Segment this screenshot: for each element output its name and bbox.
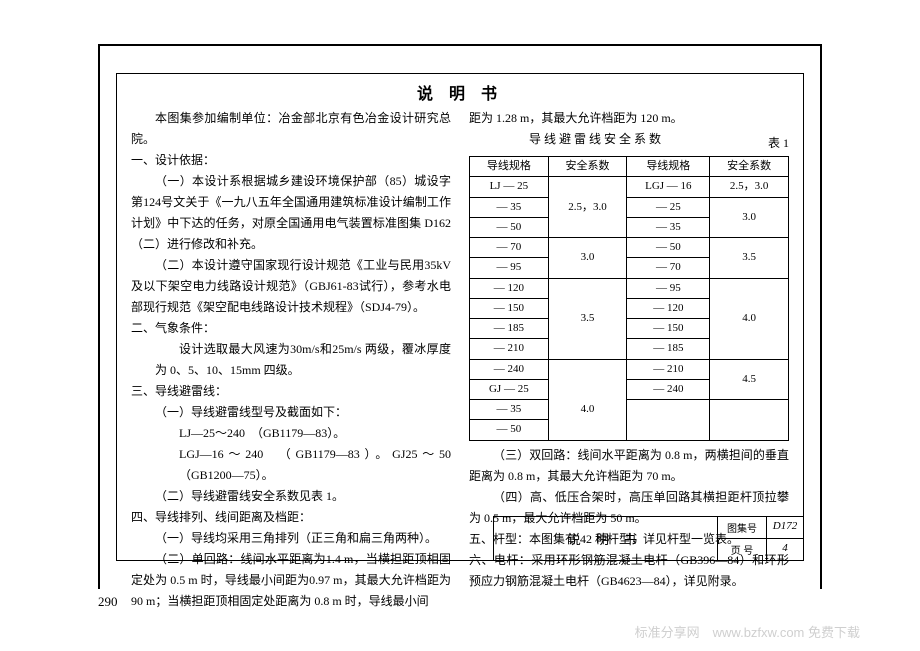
- sec2-item1: 设计选取最大风速为30m/s和25m/s 两级，覆冰厚度为 0、5、10、15m…: [131, 339, 451, 381]
- left-column: 本图集参加编制单位：冶金部北京有色冶金设计研究总院。 一、设计依据： （一）本设…: [131, 108, 451, 612]
- footer-k1: 图集号: [718, 517, 767, 538]
- sec4-item1: （一）导线均采用三角排列（正三角和扁三角两种）。: [131, 528, 451, 549]
- inner-frame: 说 明 书 本图集参加编制单位：冶金部北京有色冶金设计研究总院。 一、设计依据：…: [116, 73, 804, 561]
- sec3-item1a: LJ—25～240 （GB1179—83）。: [131, 423, 451, 444]
- sec4-heading: 四、导线排列、线间距离及档距：: [131, 507, 451, 528]
- sec3-heading: 三、导线避雷线：: [131, 381, 451, 402]
- th2: 安全系数: [548, 157, 627, 177]
- footer-k2: 页 号: [718, 539, 767, 560]
- footer-v2: 4: [767, 539, 803, 560]
- doc-title: 说 明 书: [117, 74, 803, 104]
- sec3-item1: （一）导线避雷线型号及截面如下：: [131, 402, 451, 423]
- sec4-cont: 距为 1.28 m，其最大允许档距为 120 m。: [469, 108, 789, 129]
- footer-title: 说 明 书: [494, 517, 717, 560]
- th1: 导线规格: [470, 157, 549, 177]
- table-body: LJ — 252.5，3.0LGJ — 162.5，3.0 — 35— 253.…: [470, 177, 789, 440]
- sec1-heading: 一、设计依据：: [131, 150, 451, 171]
- sec1-item2: （二）本设计遵守国家现行设计规范《工业与民用35kV及以下架空电力线路设计规范》…: [131, 255, 451, 318]
- intro: 本图集参加编制单位：冶金部北京有色冶金设计研究总院。: [131, 108, 451, 150]
- safety-table: 导线规格 安全系数 导线规格 安全系数 LJ — 252.5，3.0LGJ — …: [469, 156, 789, 441]
- page-number: 290: [98, 594, 118, 610]
- footer-meta: 图集号 D172 页 号 4: [717, 517, 803, 560]
- sec2-heading: 二、气象条件：: [131, 318, 451, 339]
- th3: 导线规格: [627, 157, 710, 177]
- sec3-item1b: LGJ—16～240 （GB1179—83）。GJ25～50（GB1200—75…: [131, 444, 451, 486]
- sec3-item2: （二）导线避雷线安全系数见表 1。: [131, 486, 451, 507]
- title-block: 说 明 书 图集号 D172 页 号 4: [493, 516, 803, 560]
- sec1-item1: （一）本设计系根据城乡建设环境保护部（85）城设字第124号文关于《一九八五年全…: [131, 171, 451, 255]
- th4: 安全系数: [710, 157, 789, 177]
- footer-v1: D172: [767, 517, 803, 538]
- watermark: 标准分享网 www.bzfxw.com 免费下载: [635, 622, 860, 641]
- sec4-item3: （三）双回路：线间水平距离为 0.8 m，两横担间的垂直距离为 0.8 m，其最…: [469, 445, 789, 487]
- sec4-item2: （二）单回路：线间水平距离为1.4 m，当横担距顶相固定处为 0.5 m 时，导…: [131, 549, 451, 612]
- table-header-row: 导线规格 安全系数 导线规格 安全系数: [470, 157, 789, 177]
